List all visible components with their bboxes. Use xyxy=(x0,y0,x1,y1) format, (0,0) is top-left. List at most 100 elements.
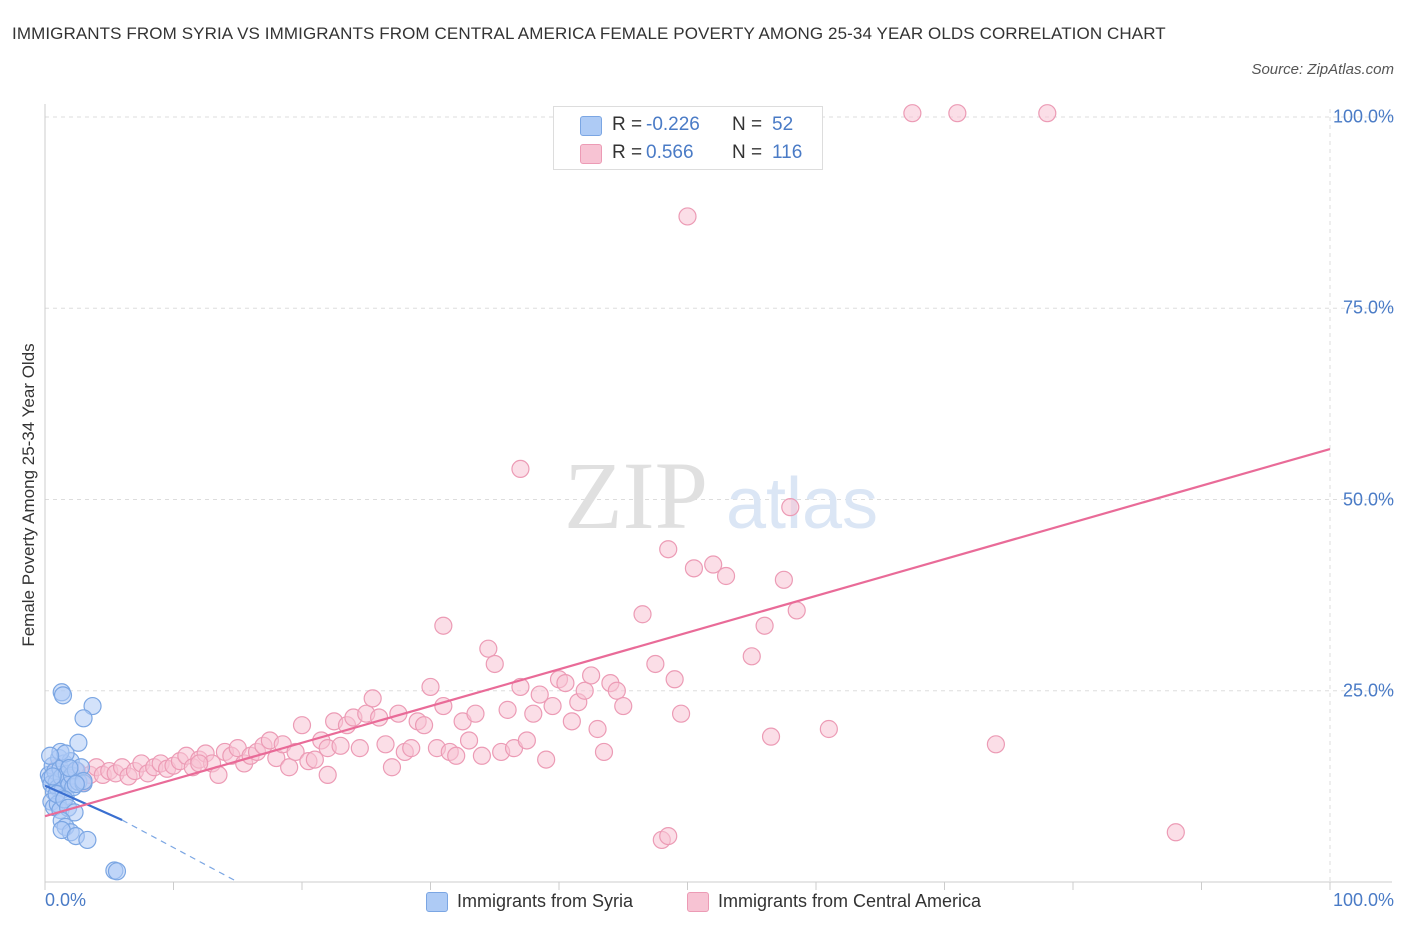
data-point xyxy=(498,700,517,719)
data-point xyxy=(684,559,704,578)
n-label: N = xyxy=(732,114,763,135)
data-point xyxy=(755,616,774,635)
legend-label-central-america: Immigrants from Central America xyxy=(718,891,982,911)
y-tick-label-50: 50.0% xyxy=(1342,489,1394,509)
data-point xyxy=(659,540,678,559)
data-point xyxy=(716,566,736,586)
data-point xyxy=(447,746,466,765)
data-point xyxy=(43,767,62,786)
n-value-central-america: 116 xyxy=(772,142,803,163)
x-tick-label-max: 100.0% xyxy=(1332,890,1394,910)
data-point xyxy=(633,605,652,624)
data-point xyxy=(948,104,967,123)
legend-swatch-syria xyxy=(426,892,448,912)
data-point xyxy=(517,731,536,750)
data-point xyxy=(781,498,800,517)
data-point xyxy=(292,716,312,735)
legend-swatch-central-america xyxy=(580,144,602,164)
data-point xyxy=(434,616,453,635)
data-point xyxy=(614,696,633,716)
data-point xyxy=(1038,104,1057,123)
data-point xyxy=(562,712,581,731)
data-point xyxy=(646,654,665,674)
data-point xyxy=(607,681,626,700)
n-value-syria: 52 xyxy=(772,114,794,135)
data-point xyxy=(66,774,85,794)
data-point xyxy=(671,704,691,723)
data-point xyxy=(472,746,491,765)
y-tick-label-25: 25.0% xyxy=(1342,680,1394,701)
legend-label-syria: Immigrants from Syria xyxy=(457,891,634,911)
series-central-america-points xyxy=(48,104,1185,850)
data-point xyxy=(761,727,781,746)
stats-legend-row-central-america: R = 0.566 N = 116 xyxy=(554,139,822,167)
trend-line-central-america xyxy=(44,447,1331,818)
data-point xyxy=(414,716,434,735)
data-point xyxy=(376,735,395,754)
series-syria-points xyxy=(39,683,127,881)
legend-swatch-syria xyxy=(580,116,602,136)
r-label: R = xyxy=(612,142,643,163)
data-point xyxy=(107,862,127,881)
legend-swatch-central-america xyxy=(687,892,709,912)
data-point xyxy=(479,639,498,658)
stats-legend-row-syria: R = -0.226 N = 52 xyxy=(554,111,822,139)
data-point xyxy=(286,742,305,762)
watermark: ZIP atlas xyxy=(564,442,878,549)
data-point xyxy=(74,709,93,728)
data-point xyxy=(459,731,479,750)
data-point xyxy=(60,758,79,778)
r-value-syria: -0.226 xyxy=(646,114,700,135)
data-point xyxy=(530,685,549,704)
n-label: N = xyxy=(732,142,763,163)
r-label: R = xyxy=(612,114,643,135)
y-tick-label-75: 75.0% xyxy=(1342,297,1394,318)
data-point xyxy=(986,735,1006,754)
data-point xyxy=(1166,823,1185,842)
trend-line-syria xyxy=(44,784,123,822)
data-point xyxy=(704,555,723,574)
data-point xyxy=(511,459,530,478)
data-point xyxy=(78,830,97,850)
data-point xyxy=(665,670,684,689)
grid-lines xyxy=(45,109,1392,882)
data-point xyxy=(83,696,102,716)
data-point xyxy=(331,736,350,755)
data-point xyxy=(537,750,556,769)
data-point xyxy=(575,681,594,700)
data-point xyxy=(466,704,485,723)
data-point xyxy=(382,758,402,777)
axes xyxy=(44,104,1392,890)
data-point xyxy=(363,689,382,708)
data-point xyxy=(594,742,614,762)
data-point xyxy=(678,207,697,226)
data-point xyxy=(588,719,607,739)
source-label: Source: ZipAtlas.com xyxy=(1251,61,1394,78)
data-point xyxy=(582,666,601,685)
data-point xyxy=(41,746,60,765)
data-point xyxy=(774,570,793,589)
data-point xyxy=(556,673,575,693)
data-point xyxy=(402,739,421,758)
data-point xyxy=(421,677,440,697)
data-point xyxy=(742,647,761,666)
chart-title: IMMIGRANTS FROM SYRIA VS IMMIGRANTS FROM… xyxy=(12,24,1166,43)
data-point xyxy=(903,104,922,123)
stats-legend: R = -0.226 N = 52 R = 0.566 N = 116 xyxy=(553,106,823,170)
y-axis-label: Female Poverty Among 25-34 Year Olds xyxy=(19,343,38,647)
data-point xyxy=(350,739,369,758)
trend-line-extension-syria xyxy=(121,819,239,883)
data-point xyxy=(819,719,838,739)
data-point xyxy=(280,758,299,777)
data-point xyxy=(485,654,504,674)
watermark-atlas: atlas xyxy=(726,464,878,544)
data-point xyxy=(69,733,88,752)
data-point xyxy=(659,826,678,846)
watermark-zip: ZIP xyxy=(564,442,708,549)
data-point xyxy=(543,696,562,716)
y-tick-label-100: 100.0% xyxy=(1332,106,1394,127)
r-value-central-america: 0.566 xyxy=(646,142,694,163)
data-point xyxy=(787,601,806,620)
trend-lines xyxy=(44,447,1331,883)
